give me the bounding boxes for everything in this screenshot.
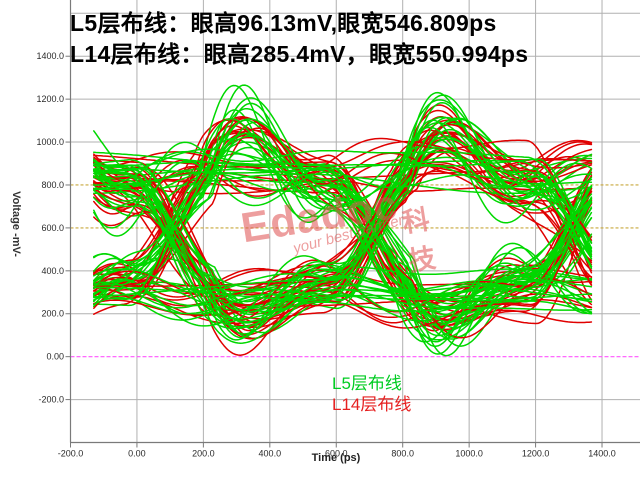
x-tick-label: 200.0 <box>192 449 215 459</box>
legend-item-l5: L5层布线 <box>332 374 402 393</box>
trace-l5 <box>93 135 593 323</box>
x-tick-label: 1000.0 <box>455 449 483 459</box>
trace-l5 <box>93 146 593 305</box>
gridlines <box>70 0 640 443</box>
x-axis-title: Time (ps) <box>311 452 361 464</box>
y-tick-label: -200.0 <box>38 395 64 405</box>
x-tick-label: 0.00 <box>128 449 146 459</box>
y-tick-label: 800.0 <box>41 180 64 190</box>
y-tick-label: 1400.0 <box>36 51 64 61</box>
trace-l14 <box>93 147 593 320</box>
trace-l5 <box>93 128 593 313</box>
measurement-title: L5层布线：眼高96.13mV,眼宽546.809ps L14层布线：眼高285… <box>70 8 528 70</box>
trace-l5 <box>93 160 593 268</box>
trace-l5 <box>93 149 593 255</box>
y-tick-label: 200.0 <box>41 309 64 319</box>
x-tick-label: 800.0 <box>391 449 414 459</box>
trace-l5 <box>93 94 593 327</box>
trace-l5 <box>93 146 593 315</box>
trace-l5 <box>93 281 593 309</box>
reference-dashed-lines <box>70 184 640 358</box>
trace-l5 <box>93 116 593 335</box>
trace-l5 <box>93 148 593 307</box>
trace-l5 <box>93 161 593 326</box>
measurement-line-l14: L14层布线：眼高285.4mV，眼宽550.994ps <box>70 41 529 67</box>
eye-traces <box>93 84 593 357</box>
x-tick-label: 400.0 <box>259 449 282 459</box>
y-tick-label: 0.00 <box>46 352 64 362</box>
y-tick-label: 1000.0 <box>36 137 64 147</box>
trace-l5 <box>93 119 593 323</box>
x-tick-label: 600.0 <box>325 449 348 459</box>
x-tick-label: -200.0 <box>58 449 84 459</box>
x-tick-label: 1400.0 <box>588 449 616 459</box>
axes <box>69 0 640 444</box>
legend-item-l14: L14层布线 <box>332 395 412 414</box>
trace-l5 <box>93 141 593 343</box>
tick-marks-and-labels: -200.0 0.00 200.0 400.0 600.0 800.0 1000.0 1200… <box>36 51 615 458</box>
x-tick-label: 1200.0 <box>522 449 550 459</box>
y-tick-label: 1200.0 <box>36 94 64 104</box>
trace-l5 <box>93 189 593 313</box>
legend: L5层布线 L14层布线 <box>332 373 411 415</box>
y-tick-label: 400.0 <box>41 266 64 276</box>
y-axis-title: Voltage -mV- <box>10 191 22 257</box>
y-tick-label: 600.0 <box>41 223 64 233</box>
trace-l5 <box>93 160 593 237</box>
measurement-line-l5: L5层布线：眼高96.13mV,眼宽546.809ps <box>70 10 497 36</box>
trace-l5 <box>93 132 593 286</box>
trace-l14 <box>93 117 593 289</box>
trace-l5 <box>93 151 593 343</box>
